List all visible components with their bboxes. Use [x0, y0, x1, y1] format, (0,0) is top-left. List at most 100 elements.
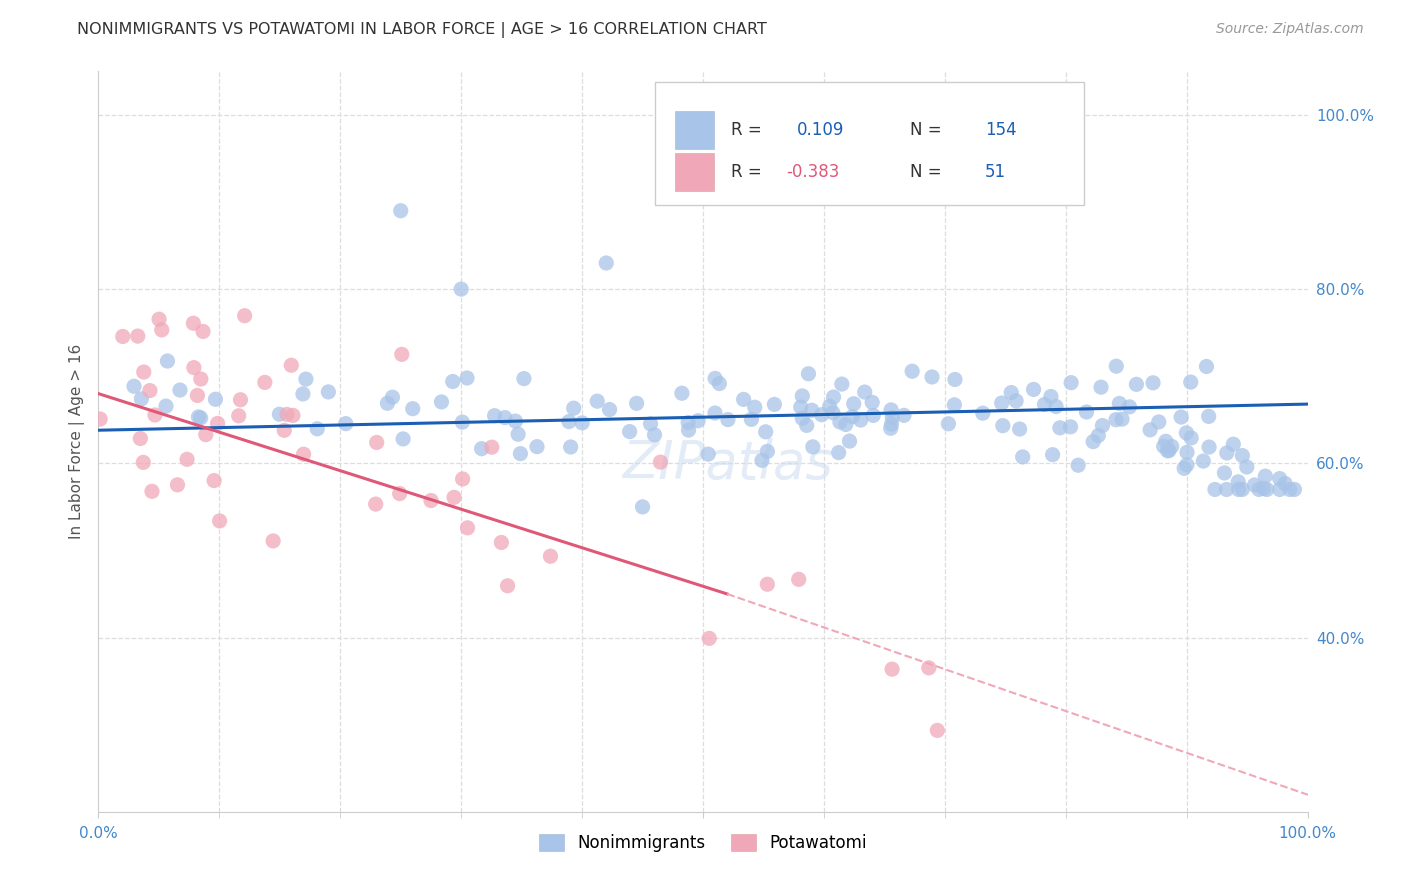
Point	[678, 423, 700, 437]
Point	[526, 440, 548, 454]
Point	[540, 549, 562, 564]
Point	[801, 440, 824, 454]
Point	[880, 662, 903, 676]
Point	[650, 455, 672, 469]
Point	[183, 316, 205, 330]
Point	[377, 396, 399, 410]
Point	[740, 412, 762, 426]
Point	[381, 390, 404, 404]
Point	[187, 409, 209, 424]
Point	[441, 375, 464, 389]
Point	[471, 442, 494, 456]
Point	[990, 396, 1012, 410]
Point	[228, 409, 250, 423]
Point	[943, 398, 966, 412]
Point	[1142, 376, 1164, 390]
Point	[756, 577, 779, 591]
Point	[202, 474, 225, 488]
Point	[1105, 412, 1128, 426]
Point	[797, 367, 820, 381]
Point	[704, 371, 727, 385]
Point	[1059, 420, 1081, 434]
Text: NONIMMIGRANTS VS POTAWATOMI IN LABOR FORCE | AGE > 16 CORRELATION CHART: NONIMMIGRANTS VS POTAWATOMI IN LABOR FOR…	[77, 22, 768, 38]
Point	[1284, 483, 1306, 497]
Point	[821, 406, 844, 420]
Point	[457, 521, 479, 535]
Point	[364, 497, 387, 511]
Point	[253, 376, 276, 390]
Point	[1147, 415, 1170, 429]
Point	[496, 579, 519, 593]
Point	[1011, 450, 1033, 464]
Point	[1198, 440, 1220, 454]
Point	[430, 395, 453, 409]
Text: N =: N =	[910, 163, 946, 181]
Point	[943, 372, 966, 386]
Point	[927, 723, 949, 738]
Point	[1157, 443, 1180, 458]
FancyBboxPatch shape	[675, 153, 714, 192]
Point	[1042, 448, 1064, 462]
Point	[1215, 483, 1237, 497]
Point	[111, 329, 134, 343]
Point	[391, 347, 413, 361]
Point	[450, 282, 472, 296]
Point	[295, 372, 318, 386]
Point	[599, 402, 621, 417]
Point	[560, 440, 582, 454]
Point	[1232, 483, 1254, 497]
Point	[571, 416, 593, 430]
Point	[280, 358, 302, 372]
Point	[1067, 458, 1090, 473]
Point	[456, 371, 478, 385]
Point	[704, 406, 727, 420]
Point	[893, 409, 915, 423]
Point	[443, 491, 465, 505]
Point	[1045, 400, 1067, 414]
Point	[853, 385, 876, 400]
Point	[586, 394, 609, 409]
Point	[273, 423, 295, 437]
Point	[1049, 421, 1071, 435]
Point	[402, 401, 425, 416]
Y-axis label: In Labor Force | Age > 16: In Labor Force | Age > 16	[69, 344, 84, 539]
Point	[938, 417, 960, 431]
Point	[481, 440, 503, 454]
Point	[558, 415, 581, 429]
Point	[183, 360, 205, 375]
Point	[389, 203, 412, 218]
Point	[1153, 439, 1175, 453]
Point	[643, 427, 665, 442]
Point	[631, 500, 654, 514]
Text: 51: 51	[984, 163, 1005, 181]
Point	[176, 452, 198, 467]
Point	[276, 408, 298, 422]
Text: 0.109: 0.109	[797, 120, 845, 139]
Point	[1076, 405, 1098, 419]
Point	[156, 354, 179, 368]
Point	[1236, 460, 1258, 475]
Point	[366, 435, 388, 450]
Point	[194, 427, 217, 442]
Point	[880, 417, 903, 432]
Point	[291, 387, 314, 401]
Point	[1170, 410, 1192, 425]
Point	[1039, 389, 1062, 403]
Point	[1268, 472, 1291, 486]
Point	[139, 384, 162, 398]
Point	[451, 415, 474, 429]
Point	[1204, 483, 1226, 497]
Point	[208, 514, 231, 528]
Point	[744, 401, 766, 415]
Point	[1005, 393, 1028, 408]
Text: Source: ZipAtlas.com: Source: ZipAtlas.com	[1216, 22, 1364, 37]
Point	[1180, 431, 1202, 445]
Point	[1139, 423, 1161, 437]
Point	[671, 386, 693, 401]
Point	[827, 445, 849, 459]
Point	[1192, 454, 1215, 468]
Point	[860, 395, 883, 409]
Point	[229, 392, 252, 407]
Point	[697, 632, 720, 646]
Point	[122, 379, 145, 393]
